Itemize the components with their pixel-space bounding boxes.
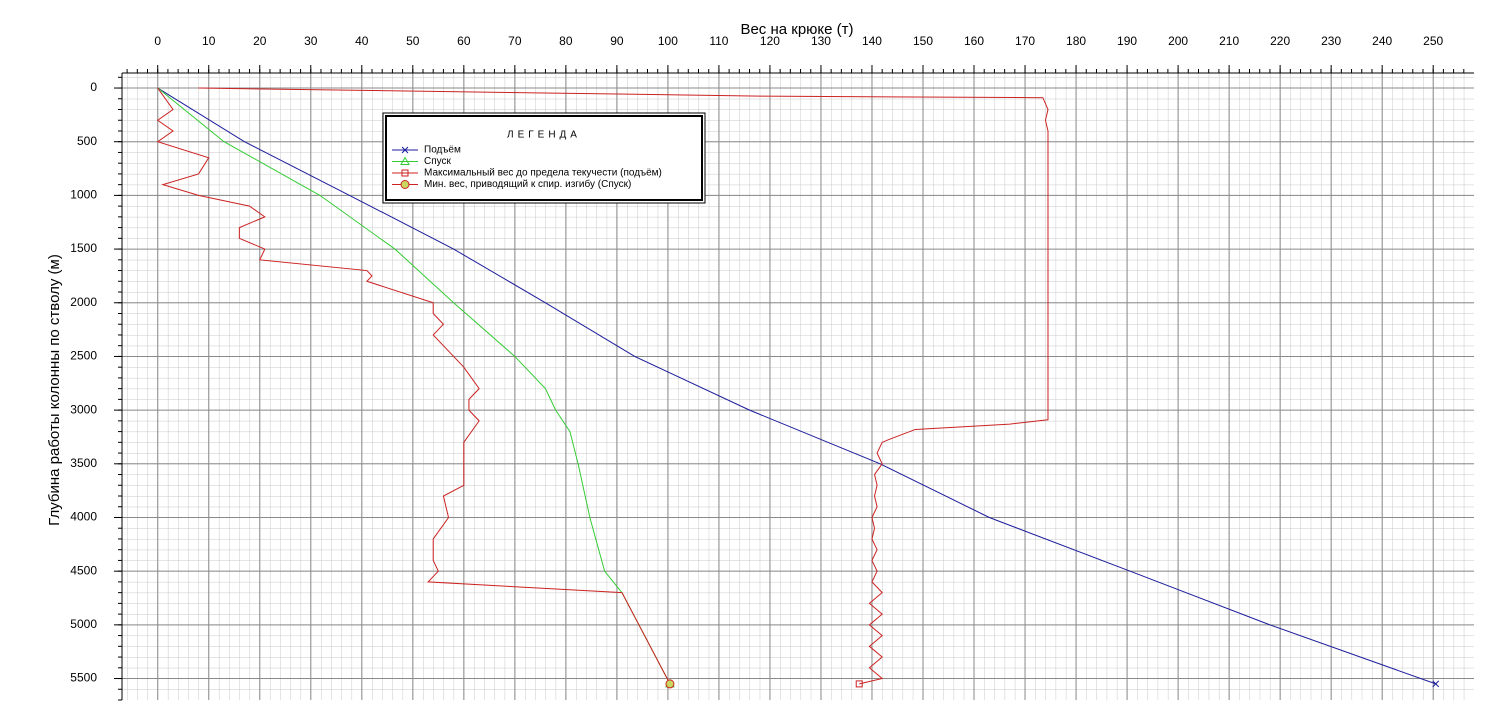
x-tick-label: 40 xyxy=(355,34,369,48)
marker xyxy=(401,146,409,154)
x-tick-label: 130 xyxy=(811,34,831,48)
y-tick-label: 500 xyxy=(77,134,97,148)
x-tick-label: 220 xyxy=(1270,34,1290,48)
minor-grid xyxy=(122,73,1474,700)
series-line xyxy=(157,87,1436,685)
y-tick-label: 4500 xyxy=(70,563,97,577)
legend-box xyxy=(382,112,706,204)
x-tick-label: 200 xyxy=(1168,34,1188,48)
y-tick-label: 1500 xyxy=(70,241,97,255)
x-tick-label: 10 xyxy=(202,34,216,48)
y-tick-label: 2500 xyxy=(70,349,97,363)
x-tick-label: 80 xyxy=(559,34,573,48)
legend-label: Мин. вес, приводящий к спир. изгибу (Спу… xyxy=(424,178,631,190)
x-tick-label: 110 xyxy=(709,34,728,48)
x-tick-label: 0 xyxy=(154,34,161,48)
y-tick-label: 0 xyxy=(90,80,97,94)
legend-label: Подъём xyxy=(424,145,461,156)
x-tick-label: 100 xyxy=(658,34,678,48)
x-tick-label: 190 xyxy=(1117,34,1137,48)
series-line xyxy=(156,87,671,685)
x-axis-label: Вес на крюке (т) xyxy=(740,21,853,38)
x-tick-label: 30 xyxy=(304,34,318,48)
marker xyxy=(400,180,410,189)
x-tick-label: 250 xyxy=(1423,34,1443,48)
x-tick-label: 170 xyxy=(1015,34,1035,48)
x-tick-label: 20 xyxy=(253,34,267,48)
y-tick-label: 3500 xyxy=(70,456,97,470)
legend-title: ЛЕГЕНДА xyxy=(507,130,581,141)
y-tick-label: 2000 xyxy=(70,295,97,309)
x-tick-label: 70 xyxy=(508,34,522,48)
marker xyxy=(855,680,863,688)
series-line xyxy=(198,87,1049,685)
series-line xyxy=(157,87,671,685)
x-tick-label: 90 xyxy=(610,34,624,48)
x-tick-label: 160 xyxy=(964,34,984,48)
x-tick-label: 210 xyxy=(1219,34,1239,48)
x-tick-label: 180 xyxy=(1066,34,1086,48)
x-tick-label: 50 xyxy=(406,34,420,48)
marker xyxy=(665,679,675,689)
x-tick-label: 140 xyxy=(862,34,882,48)
y-tick-label: 5500 xyxy=(70,671,97,685)
legend-label: Спуск xyxy=(424,156,452,167)
y-tick-label: 1000 xyxy=(70,188,97,202)
x-tick-label: 230 xyxy=(1321,34,1341,48)
x-tick-label: 120 xyxy=(760,34,780,48)
legend-inner xyxy=(385,115,703,201)
marker xyxy=(1432,680,1440,688)
y-tick-label: 5000 xyxy=(70,617,97,631)
x-tick-label: 240 xyxy=(1372,34,1392,48)
legend-label: Максимальный вес до предела текучести (п… xyxy=(424,168,662,179)
x-tick-label: 150 xyxy=(913,34,933,48)
x-tick-label: 60 xyxy=(457,34,471,48)
marker xyxy=(400,156,410,165)
marker xyxy=(401,169,409,177)
y-tick-label: 3000 xyxy=(70,402,97,416)
y-axis-label: Глубина работы колонны по стволу (м) xyxy=(46,254,63,526)
y-tick-label: 4000 xyxy=(70,510,97,524)
